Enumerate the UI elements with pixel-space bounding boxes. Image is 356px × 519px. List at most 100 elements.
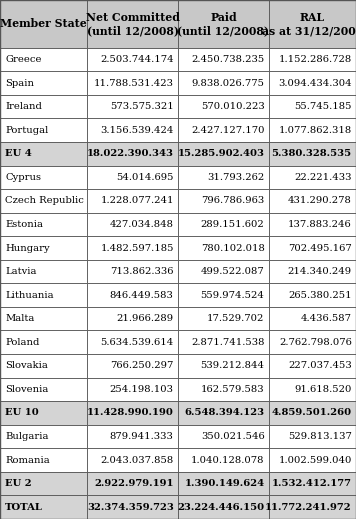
Bar [87, 401, 178, 425]
Bar [269, 142, 356, 166]
Bar [269, 354, 356, 378]
Text: 1.482.597.185: 1.482.597.185 [100, 243, 174, 253]
Bar [178, 95, 269, 118]
Bar [87, 189, 178, 213]
Bar [178, 189, 269, 213]
Text: 846.449.583: 846.449.583 [110, 291, 174, 299]
Bar [0, 331, 87, 354]
Bar [178, 0, 269, 48]
Text: Paid
(until 12/2008): Paid (until 12/2008) [177, 11, 269, 36]
Text: 23.224.446.150: 23.224.446.150 [177, 503, 265, 512]
Bar [178, 142, 269, 166]
Text: Member State: Member State [0, 18, 87, 30]
Text: 702.495.167: 702.495.167 [288, 243, 352, 253]
Bar [87, 307, 178, 331]
Bar [0, 95, 87, 118]
Bar [269, 425, 356, 448]
Bar [0, 48, 87, 71]
Bar [178, 448, 269, 472]
Bar [178, 401, 269, 425]
Text: 31.793.262: 31.793.262 [207, 173, 265, 182]
Text: TOTAL: TOTAL [5, 503, 43, 512]
Bar [178, 307, 269, 331]
Bar [87, 448, 178, 472]
Text: Latvia: Latvia [5, 267, 37, 276]
Text: Malta: Malta [5, 314, 35, 323]
Bar [178, 496, 269, 519]
Bar [269, 213, 356, 236]
Bar [87, 95, 178, 118]
Bar [269, 283, 356, 307]
Bar [269, 331, 356, 354]
Text: 879.941.333: 879.941.333 [110, 432, 174, 441]
Bar [269, 260, 356, 283]
Text: Romania: Romania [5, 456, 50, 465]
Text: 2.043.037.858: 2.043.037.858 [100, 456, 174, 465]
Text: 1.390.149.624: 1.390.149.624 [184, 479, 265, 488]
Text: Czech Republic: Czech Republic [5, 196, 84, 206]
Text: Bulgaria: Bulgaria [5, 432, 49, 441]
Text: 55.745.185: 55.745.185 [294, 102, 352, 111]
Text: 22.221.433: 22.221.433 [294, 173, 352, 182]
Bar [269, 378, 356, 401]
Text: 21.966.289: 21.966.289 [117, 314, 174, 323]
Bar [87, 213, 178, 236]
Bar [0, 71, 87, 95]
Bar [87, 283, 178, 307]
Text: Ireland: Ireland [5, 102, 42, 111]
Bar [87, 118, 178, 142]
Text: 2.450.738.235: 2.450.738.235 [191, 55, 265, 64]
Bar [0, 213, 87, 236]
Bar [87, 48, 178, 71]
Text: Slovenia: Slovenia [5, 385, 49, 394]
Bar [87, 142, 178, 166]
Bar [269, 472, 356, 496]
Text: 6.548.394.123: 6.548.394.123 [184, 408, 265, 417]
Text: 2.762.798.076: 2.762.798.076 [279, 338, 352, 347]
Text: 766.250.297: 766.250.297 [110, 361, 174, 371]
Text: RAL
as at 31/12/2008: RAL as at 31/12/2008 [262, 11, 356, 36]
Text: 162.579.583: 162.579.583 [201, 385, 265, 394]
Text: 4.859.501.260: 4.859.501.260 [272, 408, 352, 417]
Bar [269, 496, 356, 519]
Text: 539.212.844: 539.212.844 [200, 361, 265, 371]
Text: 91.618.520: 91.618.520 [294, 385, 352, 394]
Bar [0, 307, 87, 331]
Bar [0, 496, 87, 519]
Text: 499.522.087: 499.522.087 [201, 267, 265, 276]
Bar [269, 236, 356, 260]
Bar [0, 378, 87, 401]
Text: Net Committed
(until 12/2008): Net Committed (until 12/2008) [86, 11, 179, 36]
Bar [0, 283, 87, 307]
Text: 227.037.453: 227.037.453 [288, 361, 352, 371]
Bar [0, 118, 87, 142]
Text: Greece: Greece [5, 55, 42, 64]
Bar [178, 48, 269, 71]
Bar [87, 236, 178, 260]
Bar [87, 378, 178, 401]
Bar [87, 354, 178, 378]
Text: 289.151.602: 289.151.602 [201, 220, 265, 229]
Bar [178, 378, 269, 401]
Bar [87, 0, 178, 48]
Bar [178, 425, 269, 448]
Bar [0, 260, 87, 283]
Text: 1.228.077.241: 1.228.077.241 [100, 196, 174, 206]
Bar [0, 189, 87, 213]
Text: 265.380.251: 265.380.251 [288, 291, 352, 299]
Bar [269, 401, 356, 425]
Text: Hungary: Hungary [5, 243, 50, 253]
Bar [178, 213, 269, 236]
Text: 2.871.741.538: 2.871.741.538 [191, 338, 265, 347]
Bar [269, 71, 356, 95]
Text: 9.838.026.775: 9.838.026.775 [192, 78, 265, 88]
Bar [0, 166, 87, 189]
Text: EU 4: EU 4 [5, 149, 32, 158]
Bar [269, 0, 356, 48]
Bar [87, 331, 178, 354]
Text: 427.034.848: 427.034.848 [110, 220, 174, 229]
Text: 5.634.539.614: 5.634.539.614 [100, 338, 174, 347]
Text: 713.862.336: 713.862.336 [110, 267, 174, 276]
Text: Estonia: Estonia [5, 220, 43, 229]
Bar [87, 166, 178, 189]
